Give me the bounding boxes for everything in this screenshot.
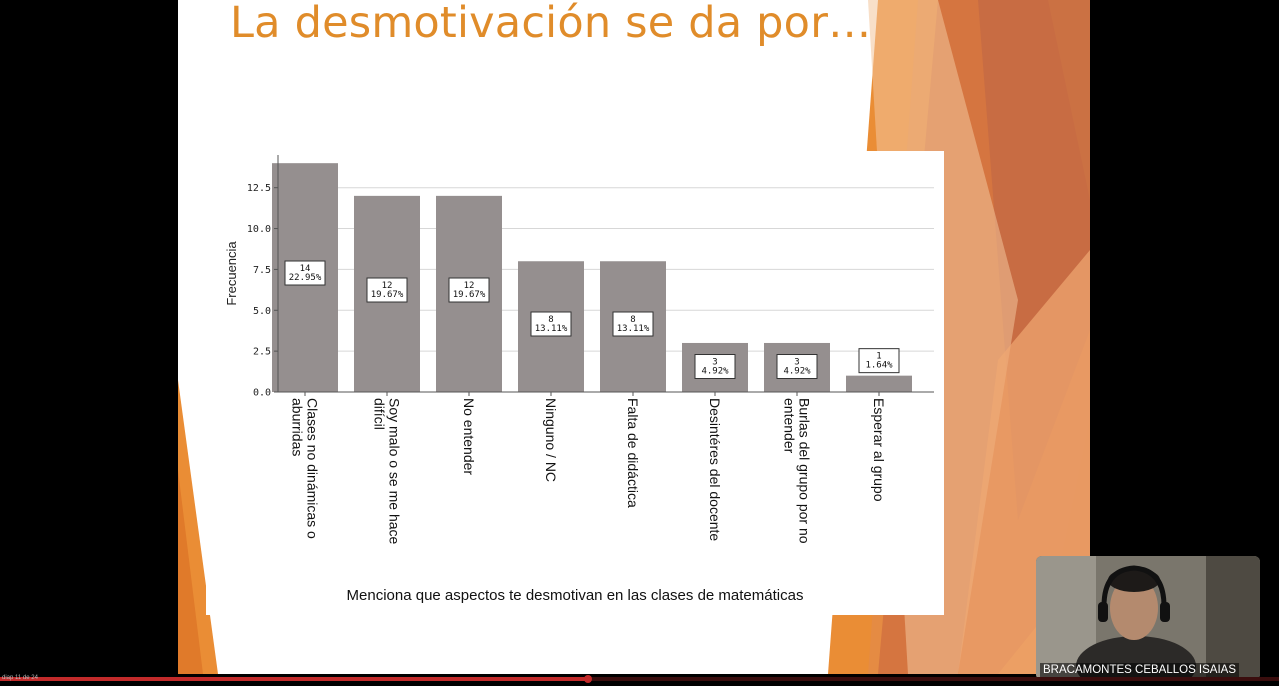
data-label-count: 8 bbox=[548, 315, 553, 325]
y-tick-label: 12.5 bbox=[247, 183, 271, 194]
data-label-box bbox=[366, 277, 408, 303]
y-tick-label: 2.5 bbox=[253, 347, 271, 358]
x-category-label: Falta de didáctica bbox=[625, 398, 641, 508]
presentation-slide: La desmotivación se da por… 0.0 2.5 5.0 7.5… bbox=[178, 0, 1090, 674]
data-label-count: 14 bbox=[300, 264, 311, 274]
slide-counter: diap 11 de 24 bbox=[2, 675, 38, 681]
x-category-label: No entender bbox=[461, 398, 477, 475]
data-label-percent: 19.67% bbox=[371, 290, 404, 300]
x-category-label: Esperar al grupo bbox=[871, 398, 887, 502]
x-category-label: Ninguno / NC bbox=[543, 398, 559, 482]
slide-title: La desmotivación se da por… bbox=[230, 0, 872, 48]
data-label-box bbox=[530, 311, 572, 337]
data-label-percent: 4.92% bbox=[701, 367, 729, 377]
data-label-count: 12 bbox=[382, 281, 393, 291]
data-label-count: 1 bbox=[876, 352, 881, 362]
presenter-avatar bbox=[1036, 556, 1260, 680]
x-category-label: Burlas del grupo por no bbox=[797, 398, 813, 544]
x-category-label: Clases no dinámicas o bbox=[305, 398, 321, 539]
y-tick-label: 5.0 bbox=[253, 306, 271, 317]
data-label-percent: 1.64% bbox=[865, 361, 893, 371]
data-label-box bbox=[284, 260, 326, 286]
data-label-percent: 13.11% bbox=[535, 324, 568, 334]
data-label-percent: 22.95% bbox=[289, 273, 322, 283]
chart-panel: 0.0 2.5 5.0 7.5 10.0 12.5 Frecuencia 14 22.95% C… bbox=[206, 151, 944, 615]
data-label-count: 12 bbox=[464, 281, 475, 291]
presenter-name-label: BRACAMONTES CEBALLOS ISAIAS bbox=[1040, 663, 1240, 677]
data-label-percent: 19.67% bbox=[453, 290, 486, 300]
data-label-box bbox=[776, 354, 818, 380]
data-label-percent: 4.92% bbox=[783, 367, 811, 377]
x-axis-title: Menciona que aspectos te desmotivan en l… bbox=[346, 587, 804, 604]
y-tick-label: 10.0 bbox=[247, 224, 271, 235]
data-label-box bbox=[858, 348, 900, 374]
playback-progress-bar[interactable] bbox=[0, 675, 1279, 683]
data-label-box bbox=[694, 354, 736, 380]
data-label-percent: 13.11% bbox=[617, 324, 650, 334]
x-category-label: aburridas bbox=[290, 398, 306, 456]
data-label-box bbox=[448, 277, 490, 303]
y-tick-label: 7.5 bbox=[253, 265, 271, 276]
x-category-label: difícil bbox=[372, 398, 388, 430]
data-label-count: 8 bbox=[630, 315, 635, 325]
y-tick-label: 0.0 bbox=[253, 388, 271, 399]
bar bbox=[846, 375, 912, 392]
data-label-box bbox=[612, 311, 654, 337]
data-label-count: 3 bbox=[794, 358, 799, 368]
playback-progress-fill bbox=[0, 677, 589, 681]
x-category-label: entender bbox=[782, 398, 798, 454]
data-label-count: 3 bbox=[712, 358, 717, 368]
presenter-video-tile[interactable]: BRACAMONTES CEBALLOS ISAIAS bbox=[1036, 556, 1260, 680]
x-category-label: Soy malo o se me hace bbox=[387, 398, 403, 545]
playback-scrubber-handle[interactable] bbox=[584, 675, 593, 683]
x-category-label: Desintéres del docente bbox=[707, 398, 723, 541]
y-axis-title: Frecuencia bbox=[224, 241, 239, 306]
